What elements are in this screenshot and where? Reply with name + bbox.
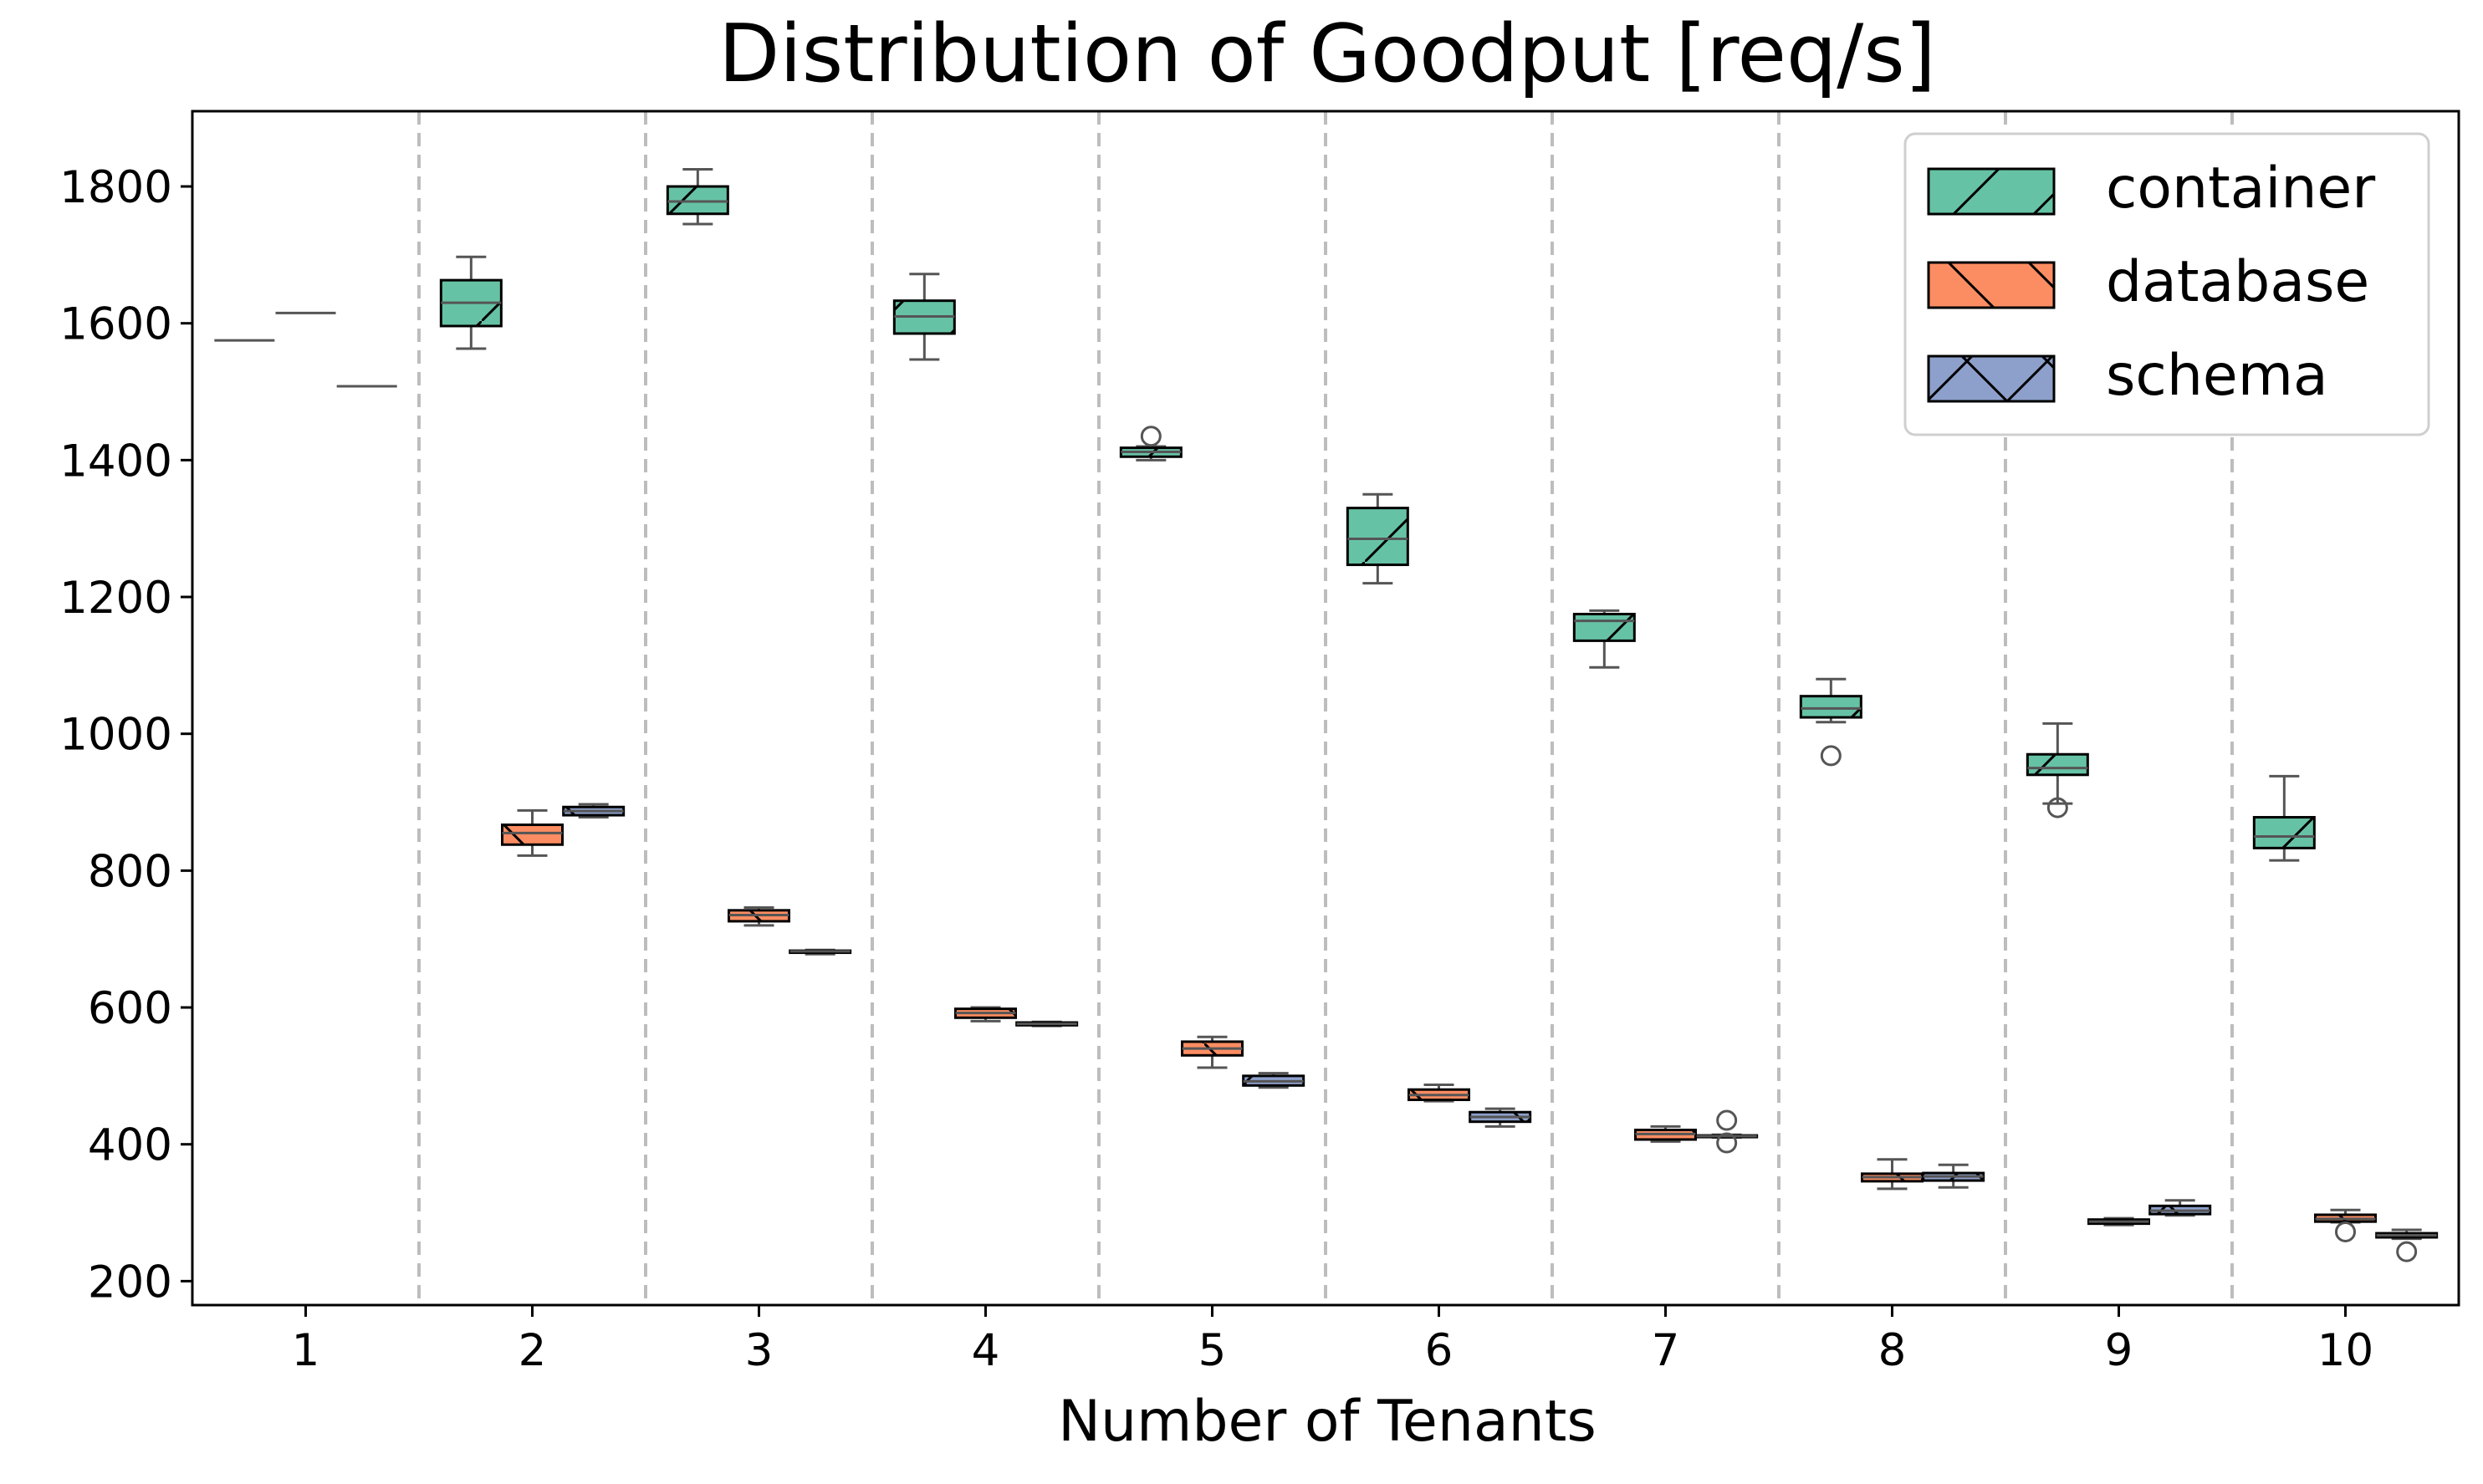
box-container-6: [1346, 492, 1409, 585]
box-flier: [1820, 745, 1842, 767]
box-flier: [1140, 426, 1162, 447]
chart-title: Distribution of Goodput [req/s]: [718, 8, 1936, 100]
box-database-5: [1181, 1035, 1244, 1069]
box-hatch: [1574, 614, 1635, 641]
box-schema-9: [2148, 1199, 2212, 1217]
y-tick-label: 800: [88, 846, 172, 897]
legend-label: schema: [2106, 343, 2328, 409]
box-database-4: [954, 1006, 1017, 1022]
box-flier: [2396, 1241, 2418, 1262]
y-tick-label: 400: [88, 1120, 172, 1171]
x-tick-label: 8: [1878, 1325, 1907, 1376]
box-container-3: [666, 168, 729, 226]
box-flier: [2046, 797, 2068, 818]
box-database-7: [1634, 1124, 1697, 1143]
box-container-9: [2026, 722, 2089, 818]
box-schema-2: [562, 803, 626, 819]
box-container-7: [1572, 609, 1636, 669]
box-schema-4: [1015, 1020, 1079, 1028]
legend-label: container: [2106, 156, 2375, 222]
box-database-6: [1408, 1083, 1470, 1103]
box-hatch: [2254, 817, 2315, 849]
legend-item-container: container: [1927, 156, 2375, 222]
box-schema-8: [1922, 1163, 1985, 1189]
x-tick-label: 5: [1198, 1325, 1227, 1376]
legend: container database schema: [1903, 132, 2430, 436]
x-tick-label: 10: [2317, 1325, 2373, 1376]
x-tick-label: 2: [519, 1325, 547, 1376]
box-hatch: [1347, 507, 1408, 565]
y-tick-label: 1600: [59, 299, 172, 350]
y-tick-label: 1200: [59, 573, 172, 624]
box-schema-3: [789, 948, 852, 956]
x-tick-label: 3: [745, 1325, 774, 1376]
x-tick-label: 1: [292, 1325, 320, 1376]
box-hatch: [2027, 754, 2088, 775]
box-schema-7: [1695, 1109, 1759, 1154]
legend-swatch-hatch: [1929, 169, 2054, 214]
y-axis: 200 400 600 800 1000 1200 1400 1600 1800: [59, 162, 192, 1308]
x-tick-label: 6: [1425, 1325, 1454, 1376]
y-tick-label: 200: [88, 1257, 172, 1308]
y-tick-label: 600: [88, 983, 172, 1034]
box-database-9: [2087, 1216, 2150, 1226]
box-flier: [1716, 1109, 1738, 1131]
box-container-8: [1799, 677, 1862, 767]
legend-swatch-hatch: [1929, 356, 2054, 401]
box-database-10: [2314, 1208, 2377, 1242]
box-database-8: [1861, 1158, 1924, 1191]
x-axis: 1 2 3 4 5 6 7 8 9 10: [292, 1305, 2373, 1376]
box-schema-5: [1242, 1072, 1305, 1089]
box-schema-10: [2375, 1228, 2439, 1262]
box-container-10: [2252, 774, 2316, 862]
box-database-2: [501, 808, 564, 857]
box-flier: [1716, 1132, 1738, 1154]
x-tick-label: 4: [972, 1325, 1000, 1376]
box-hatch: [667, 186, 728, 214]
y-tick-label: 1000: [59, 710, 172, 761]
box-hatch: [502, 824, 563, 845]
box-schema-6: [1469, 1107, 1532, 1128]
x-axis-label: Number of Tenants: [1058, 1389, 1597, 1455]
legend-label: database: [2106, 249, 2369, 315]
box-database-3: [728, 906, 790, 927]
box-hatch: [1801, 696, 1862, 718]
box-container-2: [439, 255, 503, 350]
box-flier: [2335, 1221, 2356, 1242]
legend-swatch-hatch: [1929, 263, 2054, 308]
x-tick-label: 9: [2105, 1325, 2133, 1376]
legend-item-database: database: [1927, 249, 2369, 315]
box-container-4: [892, 273, 956, 361]
y-tick-label: 1800: [59, 162, 172, 213]
y-tick-label: 1400: [59, 436, 172, 487]
axes-frame: [191, 110, 2460, 1307]
legend-item-schema: schema: [1927, 343, 2328, 409]
x-tick-label: 7: [1652, 1325, 1680, 1376]
box-container-5: [1119, 426, 1183, 462]
